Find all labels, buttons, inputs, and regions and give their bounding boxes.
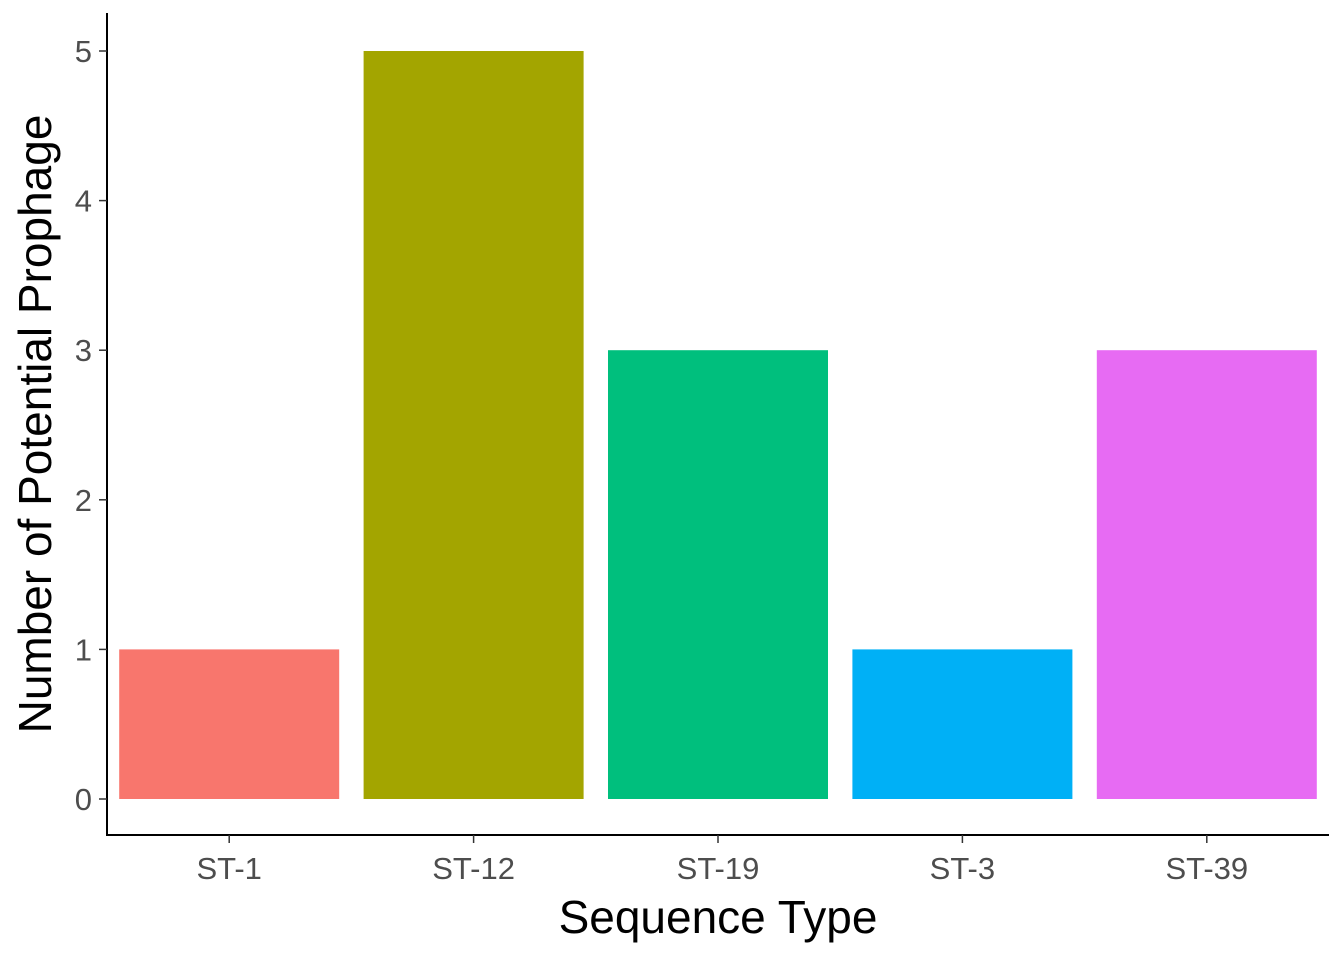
y-tick-label: 2 (75, 483, 92, 518)
bar-st-3 (852, 649, 1073, 799)
bar-st-39 (1096, 350, 1317, 799)
y-tick-label: 1 (75, 632, 92, 667)
x-axis-title: Sequence Type (559, 891, 878, 943)
y-tick-label: 5 (75, 34, 92, 69)
bars-layer (119, 51, 1317, 799)
x-tick-label: ST-19 (677, 851, 760, 886)
x-tick-label: ST-3 (930, 851, 995, 886)
bar-st-12 (363, 51, 584, 799)
bar-st-1 (119, 649, 340, 799)
y-axis-title: Number of Potential Prophage (9, 115, 61, 734)
y-tick-label: 0 (75, 782, 92, 817)
x-ticks-layer: ST-1 ST-12 ST-19 ST-3 ST-39 (196, 835, 1248, 886)
bar-st-19 (608, 350, 828, 799)
y-tick-label: 3 (75, 333, 92, 368)
x-tick-label: ST-1 (196, 851, 261, 886)
x-tick-label: ST-12 (432, 851, 515, 886)
y-ticks-layer: 0 1 2 3 4 5 (75, 34, 107, 817)
x-tick-label: ST-39 (1165, 851, 1248, 886)
y-tick-label: 4 (75, 184, 92, 219)
